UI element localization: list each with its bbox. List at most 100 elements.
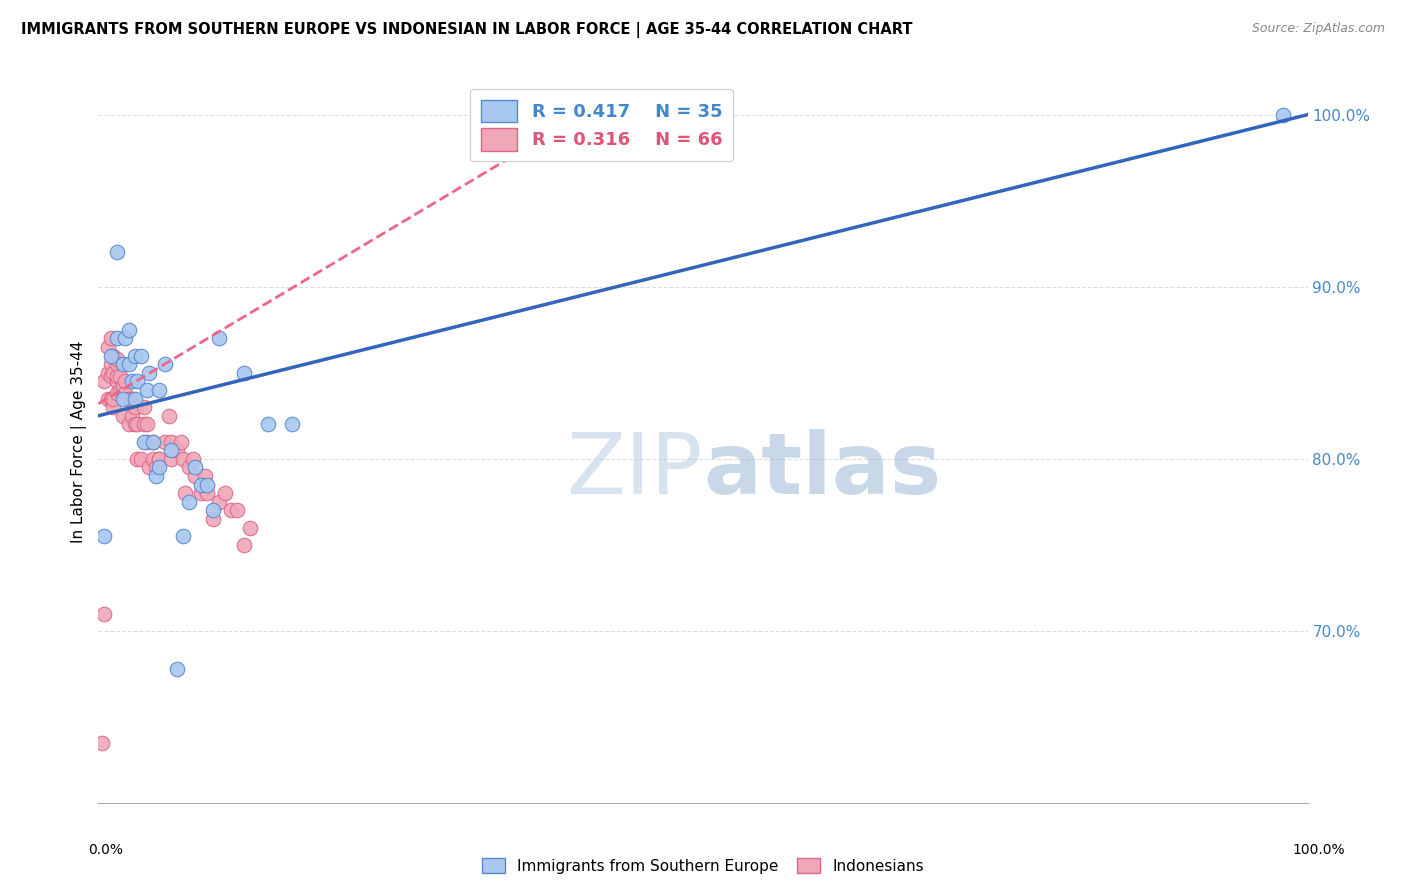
Point [97,392,120,406]
Point [166,662,188,676]
Point [100,392,122,406]
Point [208,494,231,508]
Point [221,503,243,517]
Point [181,451,204,466]
Point [195,477,218,491]
Point [138,366,160,380]
Point [134,400,156,414]
Point [97,340,120,354]
Point [93,374,115,388]
Point [179,460,201,475]
Point [145,460,167,475]
Point [105,374,128,388]
Point [111,357,134,371]
Point [190,477,212,491]
Point [101,366,124,380]
Point [145,469,167,483]
Point [172,451,194,466]
Point [129,349,152,363]
Text: atlas: atlas [703,429,941,512]
Point [124,417,146,432]
Point [124,392,146,406]
Point [226,503,249,517]
Point [93,529,115,543]
Point [1272,108,1295,122]
Point [118,392,141,406]
Point [108,369,131,384]
Point [195,486,218,500]
Point [142,434,165,449]
Point [118,417,141,432]
Point [91,735,114,749]
Point [190,486,212,500]
Point [114,386,136,401]
Point [169,434,191,449]
Point [179,494,201,508]
Point [148,451,170,466]
Point [127,451,149,466]
Point [232,366,254,380]
Point [184,469,207,483]
Point [160,434,183,449]
Point [100,369,122,384]
Point [105,351,128,366]
Point [214,486,236,500]
Point [121,374,143,388]
Point [101,400,124,414]
Legend: R = 0.417    N = 35, R = 0.316    N = 66: R = 0.417 N = 35, R = 0.316 N = 66 [470,89,733,161]
Point [118,323,141,337]
Point [184,460,207,475]
Text: IMMIGRANTS FROM SOUTHERN EUROPE VS INDONESIAN IN LABOR FORCE | AGE 35-44 CORRELA: IMMIGRANTS FROM SOUTHERN EUROPE VS INDON… [21,22,912,38]
Y-axis label: In Labor Force | Age 35-44: In Labor Force | Age 35-44 [72,341,87,542]
Point [93,607,115,621]
Point [134,417,156,432]
Point [129,451,152,466]
Point [160,443,183,458]
Point [256,417,278,432]
Point [148,383,170,397]
Point [138,460,160,475]
Text: ZIP: ZIP [567,429,703,512]
Point [153,434,176,449]
Point [172,529,194,543]
Point [124,349,146,363]
Legend: Immigrants from Southern Europe, Indonesians: Immigrants from Southern Europe, Indones… [477,852,929,880]
Point [124,400,146,414]
Point [135,434,157,449]
Point [174,486,197,500]
Point [166,443,188,458]
Point [142,451,165,466]
Point [121,409,143,423]
Point [101,392,124,406]
Point [239,520,262,534]
Point [118,357,141,371]
Point [142,434,165,449]
Point [108,383,131,397]
Point [135,383,157,397]
Point [194,469,217,483]
Point [281,417,304,432]
Point [111,392,134,406]
Point [202,512,225,526]
Point [127,374,149,388]
Point [105,245,128,260]
Point [105,357,128,371]
Point [148,460,170,475]
Point [208,331,231,345]
Point [105,386,128,401]
Point [100,331,122,345]
Point [148,451,170,466]
Point [153,357,176,371]
Point [114,331,136,345]
Point [134,434,156,449]
Point [111,379,134,393]
Text: 0.0%: 0.0% [89,843,122,857]
Point [111,409,134,423]
Point [101,349,124,363]
Point [100,349,122,363]
Point [135,417,157,432]
Point [160,451,183,466]
Text: Source: ZipAtlas.com: Source: ZipAtlas.com [1251,22,1385,36]
Text: 100.0%: 100.0% [1292,843,1346,857]
Point [121,392,143,406]
